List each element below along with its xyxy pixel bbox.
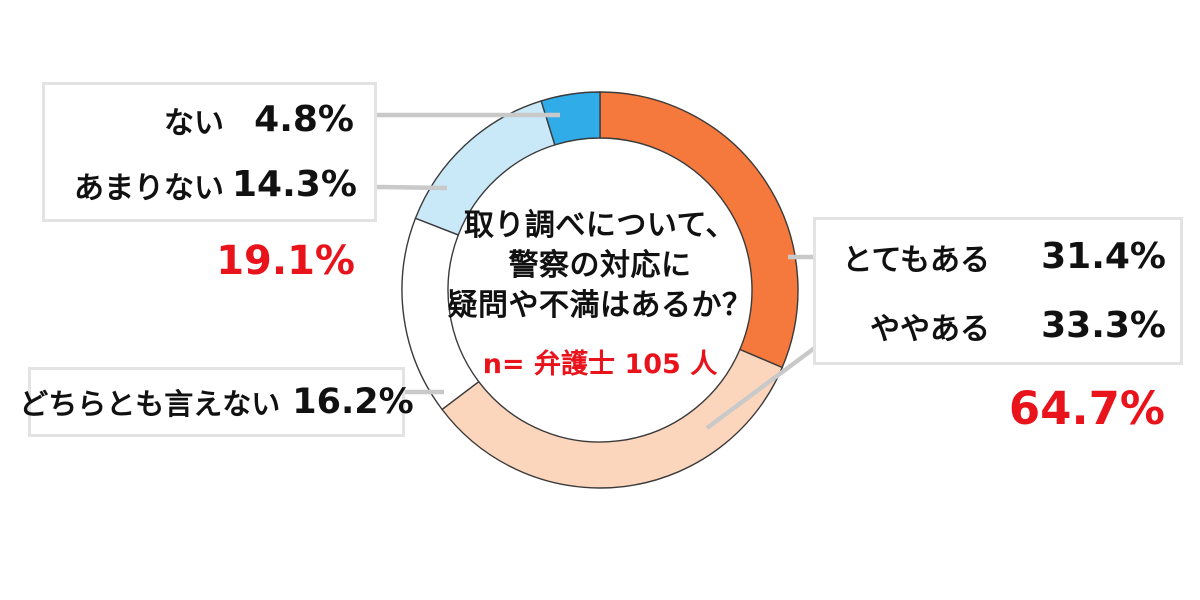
- segment-value-totemo-aru: 31.4%: [1041, 236, 1166, 277]
- sample-size-note: n= 弁護士 105 人: [482, 349, 718, 380]
- segment-value-yaya-aru: 33.3%: [1041, 305, 1166, 346]
- callout-row-amari-nai: あまりない 14.3%: [53, 152, 357, 217]
- segment-label-nai: ない: [164, 105, 224, 141]
- leader-line-amari-nai: [376, 184, 448, 191]
- callout-row-nai: ない 4.8%: [53, 87, 354, 152]
- donut-segment-yaya-aru: [441, 348, 784, 489]
- chart-center-label: 取り調べについて、 警察の対応に 疑問や不満はあるか？ n= 弁護士 105 人: [430, 206, 770, 381]
- segment-value-amari-nai: 14.3%: [232, 164, 357, 205]
- segment-label-dochira: どちらとも言えない: [19, 387, 281, 421]
- chart-title-line-1: 取り調べについて、: [463, 208, 737, 243]
- segment-value-dochira: 16.2%: [292, 382, 414, 422]
- segment-label-amari-nai: あまりない: [74, 170, 224, 206]
- callout-box-dochira: どちらとも言えない 16.2%: [19, 367, 414, 437]
- callout-row-yaya-aru: ややある 33.3%: [824, 291, 1166, 360]
- donut-segments: [401, 91, 799, 489]
- segment-label-totemo-aru: とてもある: [842, 242, 990, 278]
- leader-line-yaya-aru: [705, 342, 822, 430]
- chart-title-line-2: 警察の対応に: [508, 248, 692, 283]
- callout-box-no-answers: ない 4.8% あまりない 14.3%: [42, 82, 377, 222]
- segment-value-nai: 4.8%: [254, 99, 354, 140]
- subtotal-have: 64.7%: [1008, 382, 1165, 435]
- callout-row-totemo-aru: とてもある 31.4%: [824, 222, 1166, 291]
- segment-label-yaya-aru: ややある: [870, 311, 990, 347]
- leader-lines: [376, 112, 822, 430]
- subtotal-none: 19.1%: [216, 238, 355, 284]
- donut-segment-nai: [540, 91, 601, 146]
- chart-title-line-3: 疑問や不満はあるか？: [447, 288, 753, 323]
- callout-box-have-answers: とてもある 31.4% ややある 33.3%: [813, 217, 1183, 365]
